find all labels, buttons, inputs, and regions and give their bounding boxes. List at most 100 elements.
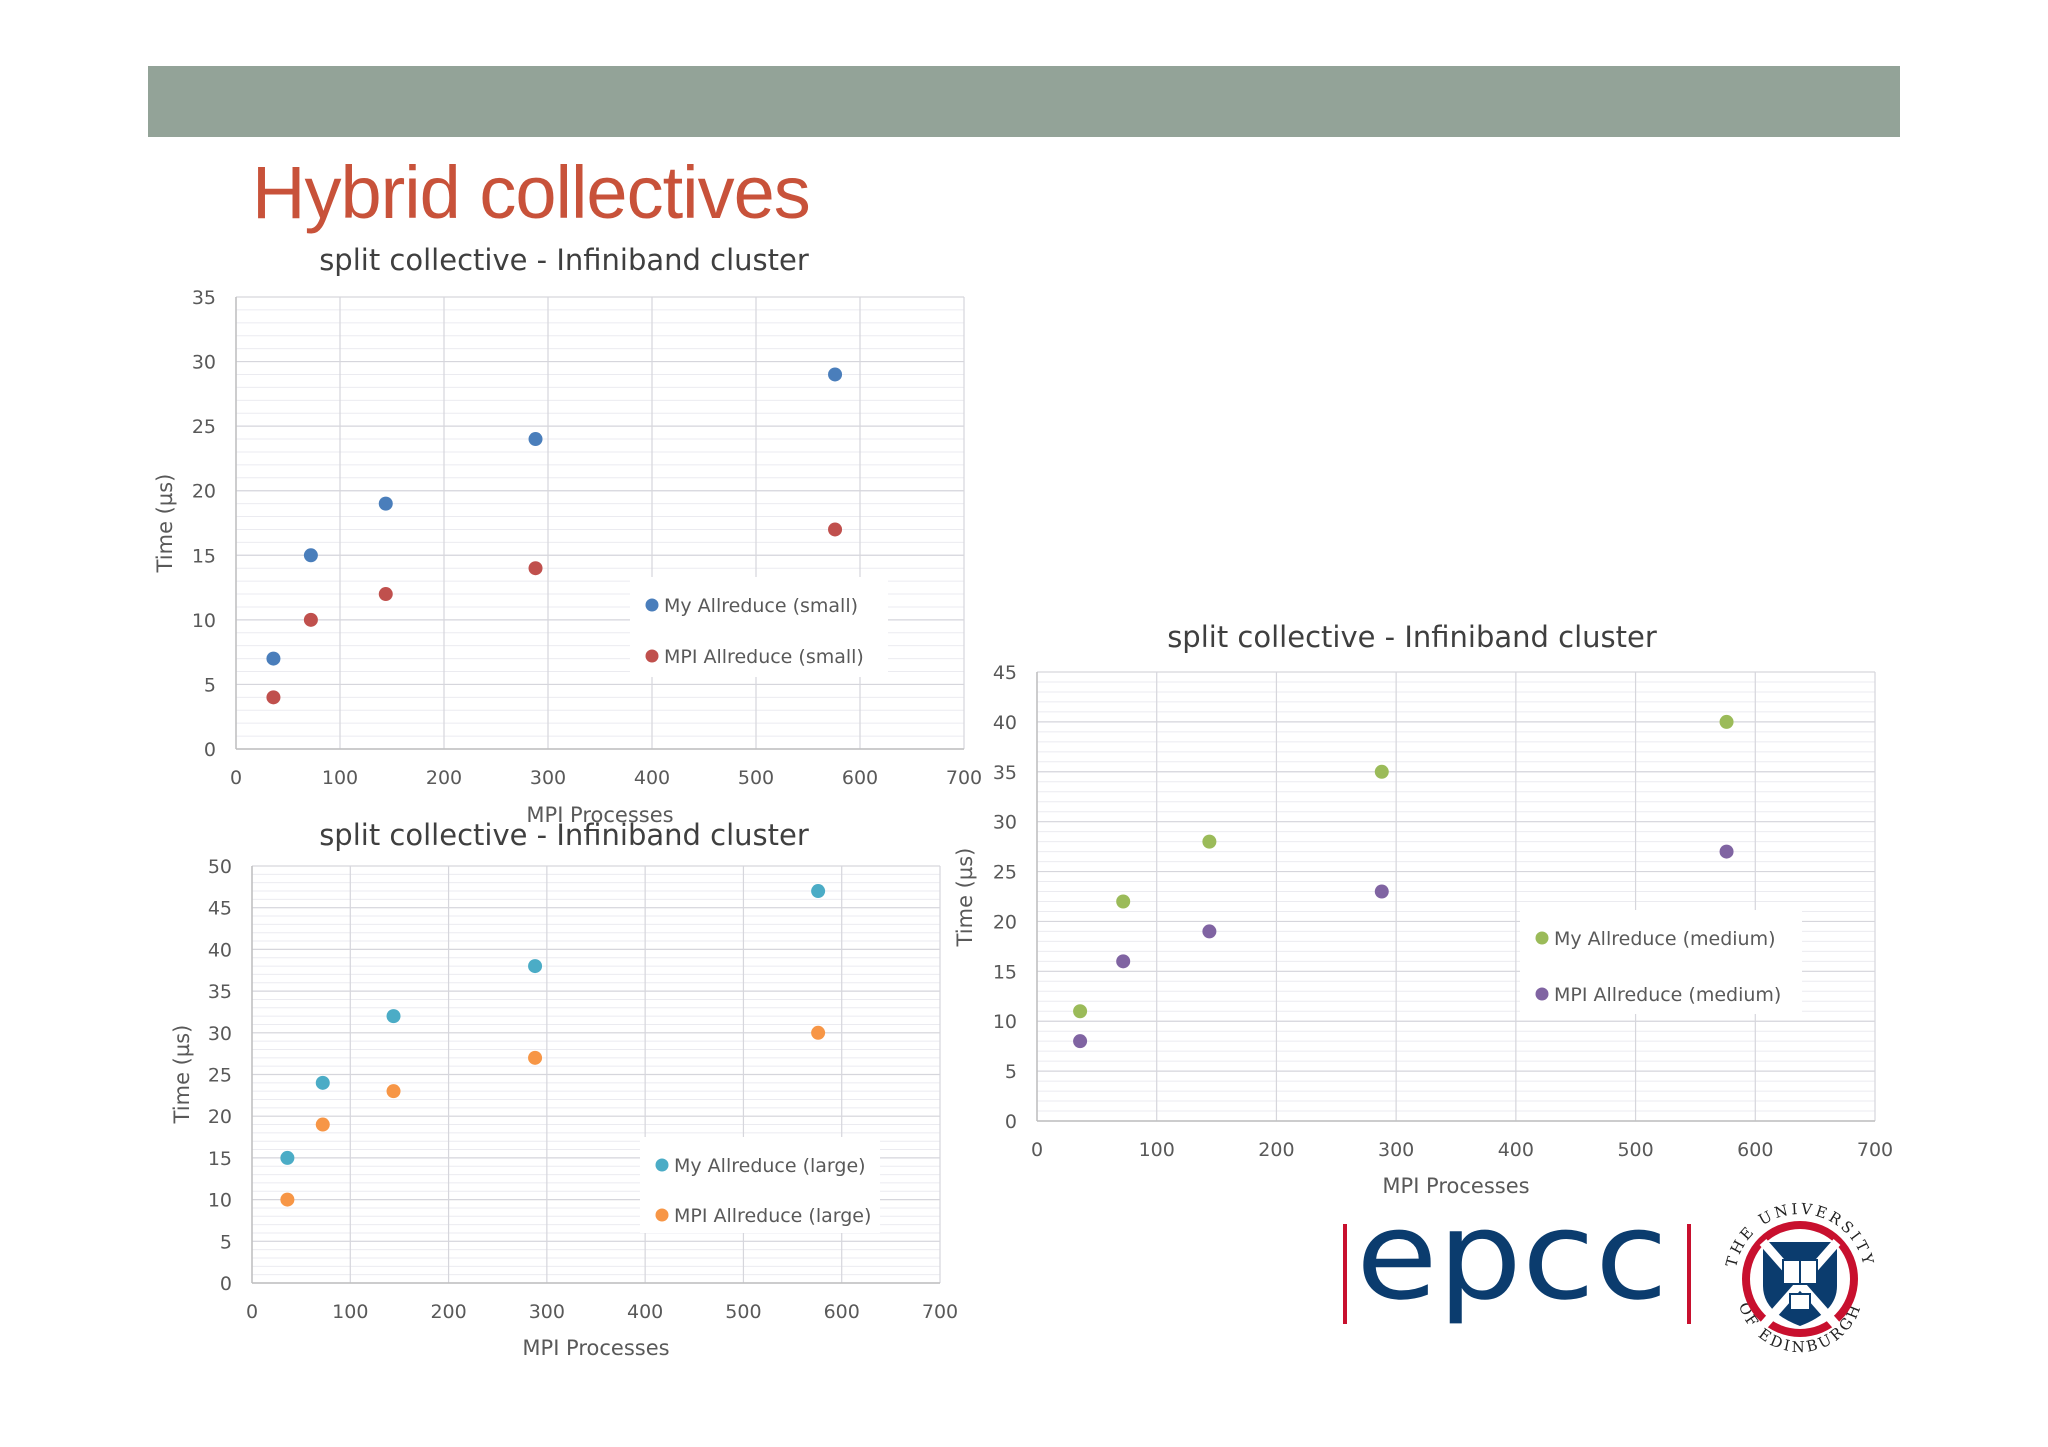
chart-title: split collective - Infiniband cluster (1167, 620, 1657, 654)
data-point-series-1 (1374, 764, 1389, 779)
data-point-series-2 (528, 1050, 543, 1065)
data-point-series-1 (315, 1075, 330, 1090)
x-tick-label: 200 (430, 1301, 466, 1323)
data-point-series-2 (811, 1025, 826, 1040)
data-point-series-1 (386, 1009, 401, 1024)
y-tick-label: 45 (993, 662, 1017, 684)
y-tick-label: 5 (204, 674, 216, 696)
legend-box (1520, 910, 1802, 1014)
legend-label: My Allreduce (medium) (1554, 928, 1776, 950)
data-point-series-1 (303, 548, 318, 563)
x-axis-title: MPI Processes (522, 1336, 669, 1360)
legend-marker (655, 1158, 669, 1172)
data-point-series-2 (528, 561, 543, 576)
x-tick-label: 400 (634, 767, 670, 789)
y-tick-label: 5 (1005, 1061, 1017, 1083)
x-tick-label: 0 (230, 767, 242, 789)
data-point-series-2 (1374, 884, 1389, 899)
y-tick-label: 30 (993, 812, 1017, 834)
y-axis-title: Time (µs) (170, 1025, 194, 1125)
x-tick-label: 600 (842, 767, 878, 789)
data-point-series-1 (811, 884, 826, 899)
y-tick-label: 50 (208, 856, 232, 878)
y-tick-label: 25 (993, 862, 1017, 884)
x-tick-label: 100 (1139, 1139, 1175, 1161)
legend-box (640, 1137, 880, 1233)
y-tick-label: 20 (993, 911, 1017, 933)
y-tick-label: 25 (192, 416, 216, 438)
header-band (148, 66, 1900, 137)
x-tick-label: 500 (725, 1301, 761, 1323)
data-point-series-1 (1719, 714, 1734, 729)
data-point-series-1 (828, 367, 843, 382)
x-tick-label: 700 (922, 1301, 958, 1323)
y-tick-label: 25 (208, 1065, 232, 1087)
data-point-series-2 (1202, 924, 1217, 939)
y-tick-label: 20 (208, 1106, 232, 1128)
x-tick-label: 0 (246, 1301, 258, 1323)
plot-area (236, 297, 964, 749)
y-tick-label: 35 (192, 287, 216, 309)
y-tick-label: 35 (208, 981, 232, 1003)
legend-label: My Allreduce (large) (674, 1155, 866, 1177)
y-tick-label: 5 (220, 1231, 232, 1253)
data-point-series-1 (1116, 894, 1131, 909)
y-tick-label: 15 (208, 1148, 232, 1170)
x-tick-label: 200 (1258, 1139, 1294, 1161)
epcc-logo: epcc (1343, 1212, 1691, 1327)
x-tick-label: 200 (426, 767, 462, 789)
chart-title: split collective - Infiniband cluster (319, 243, 809, 277)
chart-title: split collective - Infiniband cluster (319, 818, 809, 852)
y-tick-label: 10 (208, 1190, 232, 1212)
data-point-series-2 (378, 587, 393, 602)
y-tick-label: 0 (1005, 1111, 1017, 1133)
x-tick-label: 300 (530, 767, 566, 789)
chart-2: 0 100 200 300 400 500 600 700 0 5 10 15 20 25 30 35 40 45… (170, 818, 958, 1360)
y-tick-label: 40 (993, 712, 1017, 734)
plot-area (1037, 672, 1875, 1121)
x-axis-title: MPI Processes (526, 803, 673, 827)
y-tick-label: 15 (192, 545, 216, 567)
x-tick-label: 400 (1498, 1139, 1534, 1161)
x-tick-label: 100 (322, 767, 358, 789)
data-point-series-2 (315, 1117, 330, 1132)
y-tick-label: 20 (192, 481, 216, 503)
x-axis-title: MPI Processes (1382, 1174, 1529, 1198)
y-axis-title: Time (µs) (153, 474, 177, 574)
data-point-series-2 (386, 1084, 401, 1099)
slide-title: Hybrid collectives (252, 151, 811, 234)
y-tick-label: 15 (993, 961, 1017, 983)
x-tick-label: 500 (1617, 1139, 1653, 1161)
y-tick-label: 0 (220, 1273, 232, 1295)
x-tick-label: 700 (946, 767, 982, 789)
epcc-logo-text: epcc (1356, 1212, 1668, 1327)
legend-label: MPI Allreduce (medium) (1554, 984, 1781, 1006)
x-tick-label: 300 (1378, 1139, 1414, 1161)
data-point-series-1 (528, 432, 543, 447)
y-tick-label: 10 (993, 1011, 1017, 1033)
y-tick-label: 40 (208, 939, 232, 961)
legend-marker (645, 649, 659, 663)
y-tick-label: 10 (192, 610, 216, 632)
x-tick-label: 300 (529, 1301, 565, 1323)
data-point-series-2 (303, 612, 318, 627)
legend-marker (1535, 987, 1549, 1001)
data-point-series-1 (1073, 1004, 1088, 1019)
y-tick-label: 45 (208, 898, 232, 920)
data-point-series-1 (280, 1150, 295, 1165)
legend-box (630, 577, 888, 677)
data-point-series-2 (1073, 1034, 1088, 1049)
data-point-series-2 (1116, 954, 1131, 969)
x-tick-label: 100 (332, 1301, 368, 1323)
data-point-series-2 (280, 1192, 295, 1207)
x-tick-label: 500 (738, 767, 774, 789)
data-point-series-1 (378, 496, 393, 511)
x-tick-label: 600 (1737, 1139, 1773, 1161)
y-tick-label: 30 (192, 352, 216, 374)
legend-label: My Allreduce (small) (664, 595, 858, 617)
y-tick-label: 30 (208, 1023, 232, 1045)
data-point-series-2 (1719, 844, 1734, 859)
y-axis-title: Time (µs) (953, 848, 977, 948)
